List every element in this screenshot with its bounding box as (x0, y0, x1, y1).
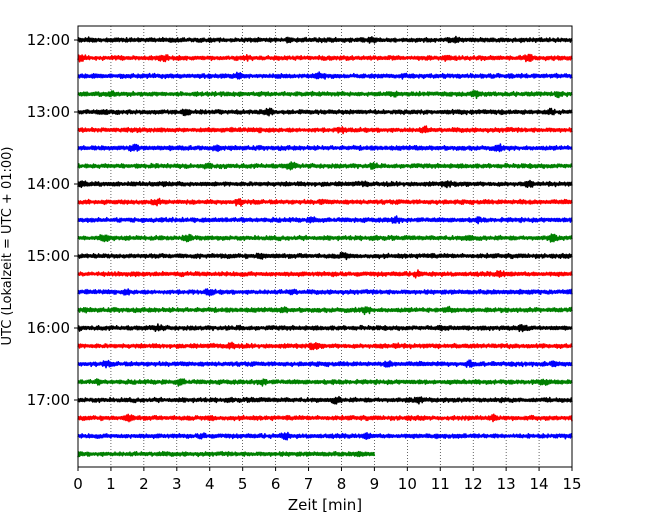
plot-frame (77, 25, 573, 468)
y-tick-label: 12:00 (27, 31, 70, 49)
x-tick-label: 1 (106, 475, 116, 493)
seismic-trace (77, 89, 573, 100)
seismic-trace (77, 359, 573, 369)
seismic-trace (77, 161, 573, 171)
seismic-trace (77, 395, 573, 405)
seismic-trace (77, 378, 573, 387)
x-tick-label: 5 (238, 475, 248, 493)
seismic-trace (77, 179, 573, 189)
x-tick-label: 7 (304, 475, 314, 493)
seismic-trace (77, 450, 376, 458)
seismic-trace (77, 35, 573, 44)
seismic-trace (77, 341, 573, 351)
x-tick-label: 9 (370, 475, 380, 493)
x-tick-label: 10 (398, 475, 417, 493)
x-tick-label: 3 (172, 475, 182, 493)
x-tick-label: 0 (73, 475, 83, 493)
x-tick-label: 12 (464, 475, 483, 493)
y-tick-label: 17:00 (27, 391, 70, 409)
seismic-trace (77, 251, 573, 261)
y-tick-label: 15:00 (27, 247, 70, 265)
x-tick-label: 8 (337, 475, 347, 493)
seismic-trace (77, 288, 573, 297)
seismic-trace (77, 269, 573, 279)
seismic-trace (77, 53, 573, 63)
seismic-trace (77, 197, 573, 207)
x-tick-label: 13 (497, 475, 516, 493)
y-tick-label: 14:00 (27, 175, 70, 193)
seismic-trace (77, 413, 573, 423)
y-axis-label: UTC (Lokalzeit = UTC + 01:00) (0, 147, 15, 346)
x-tick-label: 2 (139, 475, 149, 493)
seismic-trace (77, 233, 573, 243)
seismic-trace (77, 323, 573, 333)
x-axis-label: Zeit [min] (288, 496, 362, 514)
seismic-trace (77, 215, 573, 225)
x-tick-label: 4 (205, 475, 215, 493)
seismic-trace (77, 431, 573, 441)
y-axis: 12:00 13:00 14:00 15:00 16:00 17:00 (27, 31, 78, 409)
trace-group (77, 35, 573, 458)
x-tick-label: 11 (431, 475, 450, 493)
x-tick-label: 6 (271, 475, 281, 493)
seismic-trace (77, 71, 573, 80)
seismic-trace (77, 143, 573, 153)
x-tick-label: 14 (530, 475, 549, 493)
seismic-trace (77, 305, 573, 316)
seismic-trace (77, 107, 573, 117)
x-axis: 0 1 2 3 4 5 6 7 8 9 10 11 12 13 14 15 (73, 467, 582, 493)
y-tick-label: 13:00 (27, 103, 70, 121)
seismic-trace (77, 125, 573, 135)
x-tick-label: 15 (562, 475, 581, 493)
y-tick-label: 16:00 (27, 319, 70, 337)
